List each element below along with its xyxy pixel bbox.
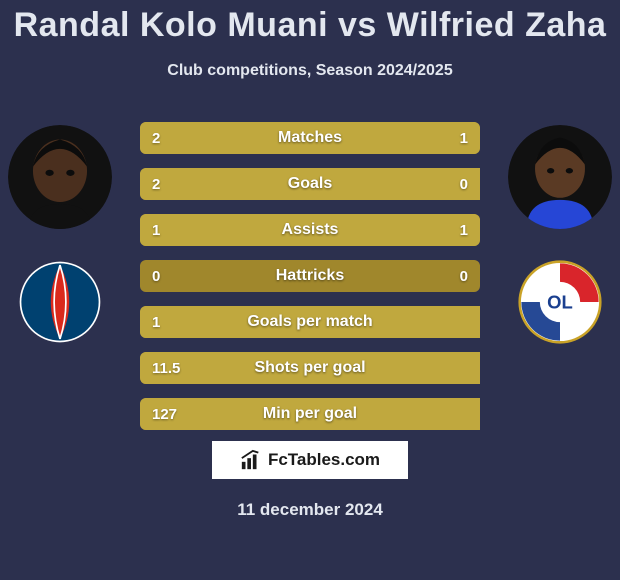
stat-bar-fill-left [140, 168, 480, 200]
stat-bar-fill-left [140, 214, 310, 246]
comparison-card: Randal Kolo Muani vs Wilfried Zaha Club … [0, 0, 620, 580]
player-left-club-crest [18, 260, 102, 344]
stat-bar-fill-right [310, 214, 480, 246]
stat-row: 127Min per goal [140, 398, 480, 430]
stat-row: 00Hattricks [140, 260, 480, 292]
player-left-avatar [8, 125, 112, 229]
page-subtitle: Club competitions, Season 2024/2025 [0, 62, 620, 80]
player-right-avatar [508, 125, 612, 229]
stat-bar-track [140, 260, 480, 292]
stat-bar-fill-left [140, 306, 480, 338]
stats-bar-group: 21Matches 20Goals 11Assists 00Hattricks 1Goa… [140, 122, 480, 444]
player-right-club-crest: OL [518, 260, 602, 344]
stat-bar-fill-left [140, 122, 367, 154]
svg-text:OL: OL [547, 292, 573, 313]
avatar-icon [508, 125, 612, 229]
stat-bar-fill-left [140, 352, 480, 384]
stat-row: 1Goals per match [140, 306, 480, 338]
site-name: FcTables.com [268, 450, 380, 470]
stat-bar-fill-right [367, 122, 480, 154]
avatar-icon [8, 125, 112, 229]
footer-date: 11 december 2024 [0, 500, 620, 520]
site-branding: FcTables.com [210, 439, 410, 481]
page-title: Randal Kolo Muani vs Wilfried Zaha [0, 6, 620, 45]
stat-row: 21Matches [140, 122, 480, 154]
club-crest-icon: OL [518, 260, 602, 344]
club-crest-icon [18, 260, 102, 344]
stat-bar-fill-left [140, 398, 480, 430]
stat-row: 11.5Shots per goal [140, 352, 480, 384]
stat-row: 11Assists [140, 214, 480, 246]
stat-row: 20Goals [140, 168, 480, 200]
chart-icon [240, 449, 262, 471]
